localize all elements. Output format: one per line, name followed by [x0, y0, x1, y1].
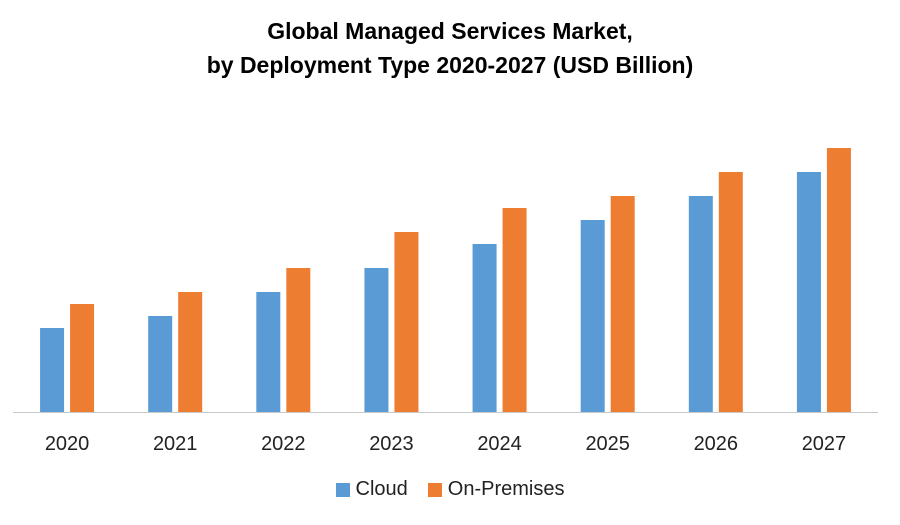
legend: Cloud On-Premises — [0, 478, 900, 501]
x-tick-label-2020: 2020 — [45, 433, 90, 455]
bar-cloud-2020 — [40, 328, 65, 412]
legend-label-on-premises: On-Premises — [447, 478, 565, 500]
bar-cloud-2021 — [148, 316, 173, 412]
bar-on-premises-2026 — [718, 172, 743, 412]
legend-item-cloud: Cloud — [335, 478, 408, 501]
x-tick-label-2024: 2024 — [477, 433, 522, 455]
bar-on-premises-2020 — [70, 304, 95, 412]
bar-cloud-2024 — [472, 244, 497, 412]
bar-on-premises-2021 — [178, 292, 203, 412]
legend-item-on-premises: On-Premises — [427, 478, 565, 501]
x-tick-label-2027: 2027 — [802, 433, 847, 455]
bar-cloud-2027 — [796, 172, 821, 412]
bar-cloud-2023 — [364, 268, 389, 412]
legend-swatch-cloud — [335, 482, 350, 497]
x-tick-label-2022: 2022 — [261, 433, 306, 455]
bar-cloud-2025 — [580, 220, 605, 412]
chart-title-line-2: by Deployment Type 2020-2027 (USD Billio… — [206, 52, 694, 78]
x-tick-label-2026: 2026 — [694, 433, 739, 455]
bar-on-premises-2027 — [826, 148, 851, 412]
bar-cloud-2022 — [256, 292, 281, 412]
bar-cloud-2026 — [688, 196, 713, 412]
legend-label-cloud: Cloud — [355, 478, 408, 500]
x-tick-label-2023: 2023 — [369, 433, 414, 455]
legend-swatch-on-premises — [427, 482, 442, 497]
bar-on-premises-2024 — [502, 208, 527, 412]
bar-on-premises-2022 — [286, 268, 311, 412]
x-tick-label-2025: 2025 — [585, 433, 630, 455]
bar-on-premises-2023 — [394, 232, 419, 412]
bar-on-premises-2025 — [610, 196, 635, 412]
chart-title: Global Managed Services Market, by Deplo… — [0, 14, 900, 82]
chart-title-line-1: Global Managed Services Market, — [267, 18, 633, 44]
x-tick-label-2021: 2021 — [153, 433, 198, 455]
